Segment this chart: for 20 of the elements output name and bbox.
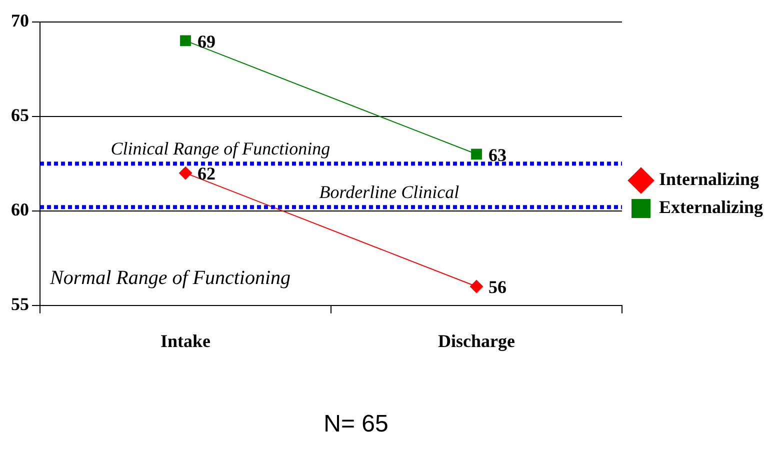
ref-line-label: Borderline Clinical xyxy=(319,182,460,202)
data-label: 56 xyxy=(488,277,507,298)
annotation: Normal Range of Functioning xyxy=(49,267,291,290)
y-tick-label: 60 xyxy=(11,200,29,220)
y-tick-label: 70 xyxy=(11,10,29,30)
point xyxy=(471,148,482,160)
y-tick-label: 65 xyxy=(11,104,29,125)
legend-label: Externalizing xyxy=(659,197,764,218)
point xyxy=(180,35,191,46)
point xyxy=(179,166,192,180)
data-label: 63 xyxy=(488,144,507,165)
legend-label: Internalizing xyxy=(659,169,760,190)
data-label: 69 xyxy=(198,31,216,52)
point xyxy=(470,280,484,293)
x-tick-label: Discharge xyxy=(438,330,516,351)
y-tick-label: 55 xyxy=(11,294,29,314)
x-tick-label: Intake xyxy=(160,330,211,351)
data-label: 62 xyxy=(198,164,216,184)
ref-line-label: Clinical Range of Functioning xyxy=(110,138,330,158)
text: N= 65 xyxy=(324,410,388,438)
